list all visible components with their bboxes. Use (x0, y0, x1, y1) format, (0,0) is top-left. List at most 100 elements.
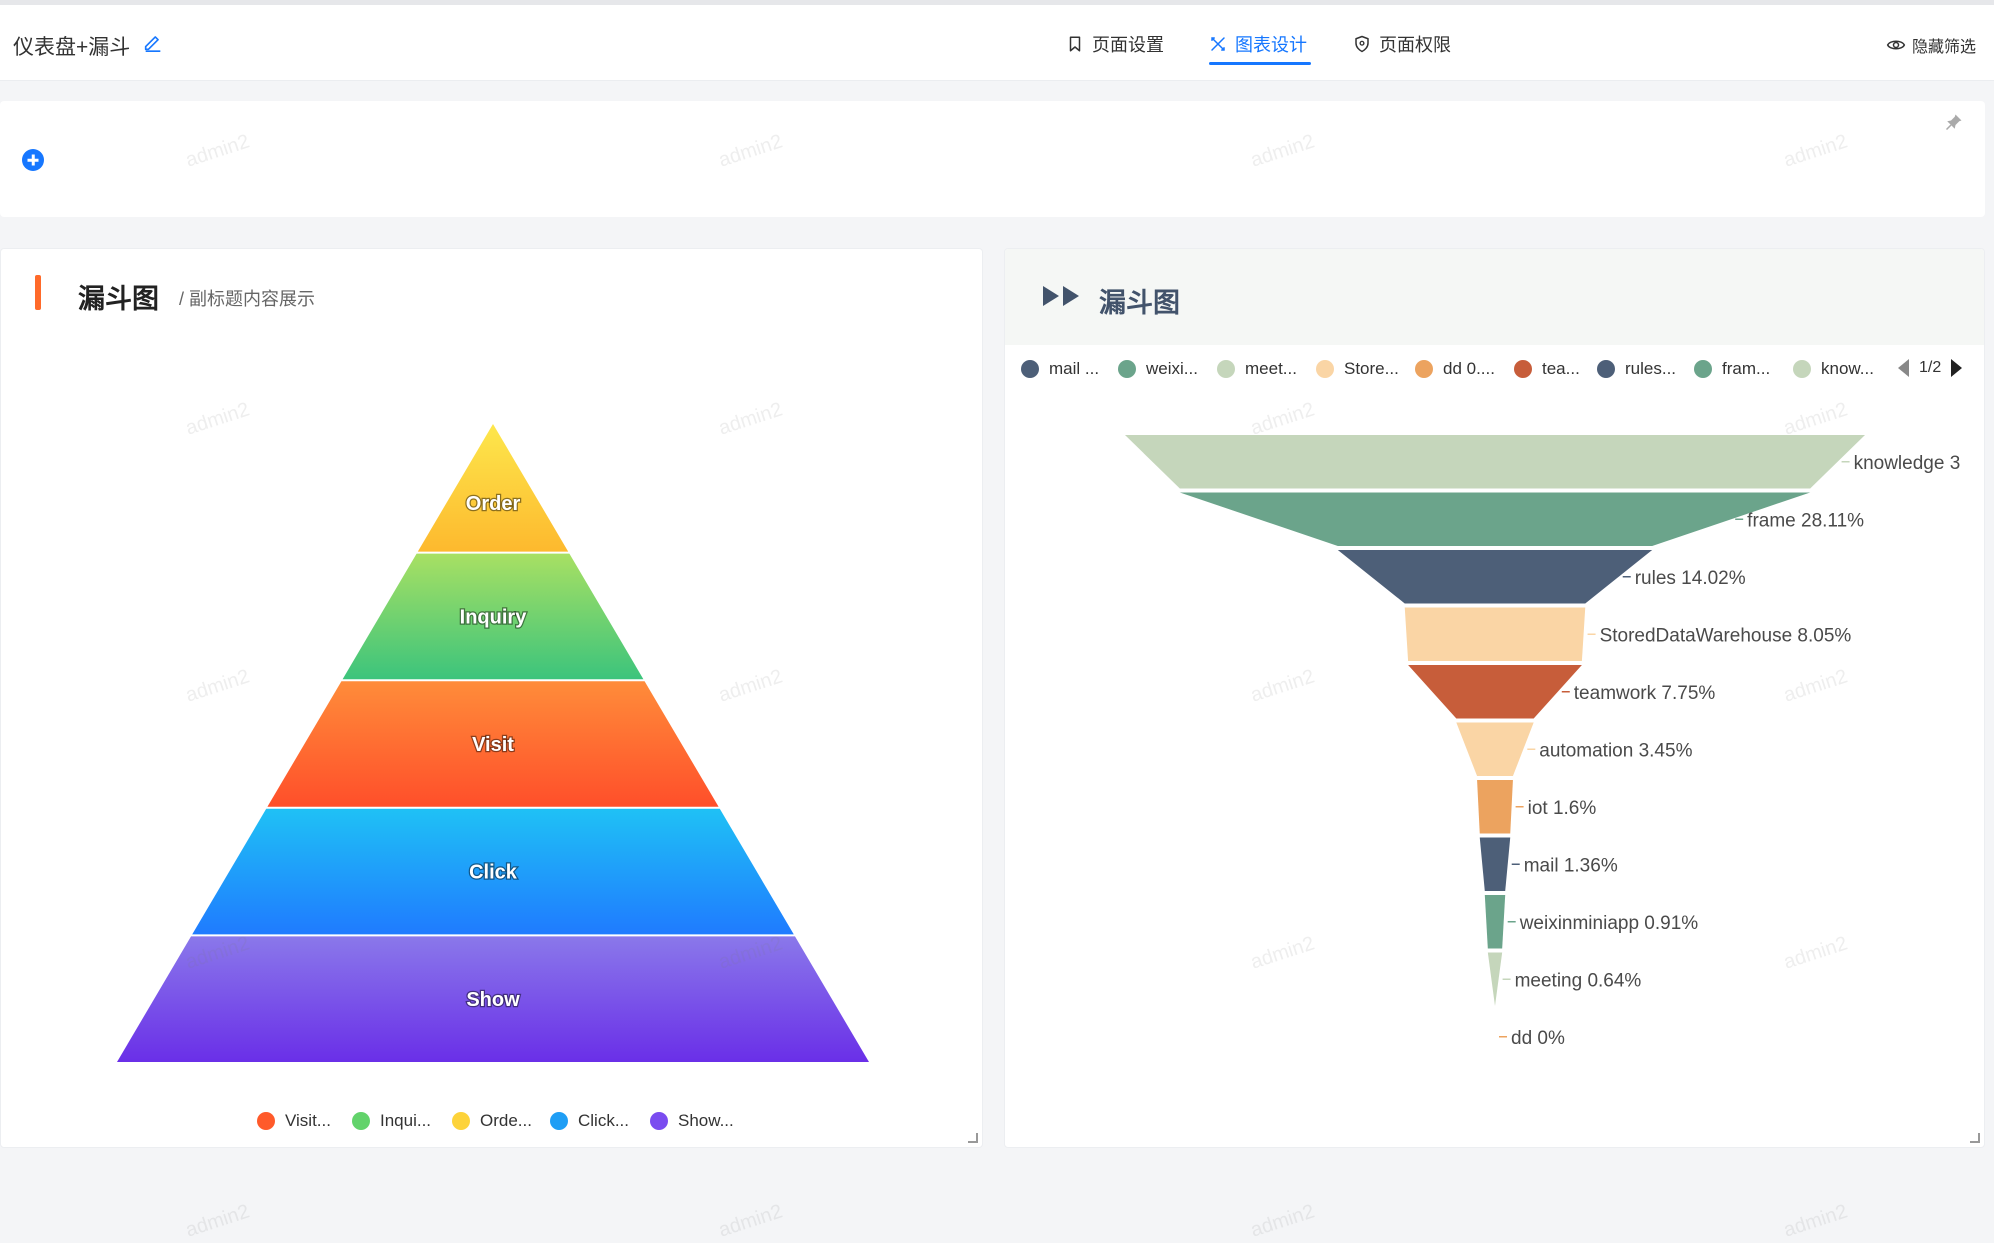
card-header: 漏斗图 (1005, 249, 1984, 345)
legend-label: Store... (1344, 359, 1399, 378)
edit-icon[interactable] (142, 31, 164, 53)
pyramid-segment-click[interactable] (192, 808, 794, 935)
legend-item[interactable]: Store... (1316, 359, 1399, 379)
pyramid-segment-visit[interactable] (267, 681, 719, 807)
pyramid-segment-inquiry[interactable] (342, 553, 644, 680)
tab-page-permissions[interactable]: 页面权限 (1353, 31, 1451, 57)
legend-dot (1694, 360, 1712, 378)
legend-item[interactable]: mail ... (1021, 359, 1099, 379)
legend-dot (1415, 360, 1433, 378)
legend-prev-button[interactable] (1898, 359, 1909, 377)
legend-dot (1793, 360, 1811, 378)
tab-label: 图表设计 (1235, 35, 1307, 55)
eye-icon (1886, 40, 1906, 50)
legend-dot (1514, 360, 1532, 378)
legend-label: tea... (1542, 359, 1580, 378)
legend-item[interactable]: Click... (550, 1111, 629, 1131)
funnel-label: rules 14.02% (1635, 568, 1746, 589)
title-accent-bar (35, 275, 41, 310)
legend-pager: 1/2 (1898, 359, 1963, 377)
design-tools-icon (1211, 37, 1225, 51)
resize-handle[interactable] (1970, 1133, 1980, 1143)
legend-page-indicator: 1/2 (1919, 359, 1942, 376)
legend-dot (1597, 360, 1615, 378)
funnel-label: StoredDataWarehouse 8.05% (1600, 625, 1852, 646)
hide-filter-label: 隐藏筛选 (1911, 39, 1976, 56)
legend-label: mail ... (1049, 359, 1100, 378)
funnel-label: meeting 0.64% (1515, 970, 1642, 991)
active-tab-indicator (1209, 62, 1311, 65)
legend-item[interactable]: tea... (1514, 359, 1580, 379)
tab-page-settings[interactable]: 页面设置 (1066, 31, 1164, 57)
legend-label: fram... (1722, 359, 1771, 378)
funnel-label: teamwork 7.75% (1574, 683, 1716, 704)
funnel-label: frame 28.11% (1747, 510, 1864, 531)
pyramid-segment-show[interactable] (117, 936, 869, 1062)
funnel-label: mail 1.36% (1524, 855, 1618, 876)
tab-label: 页面设置 (1092, 35, 1164, 55)
legend-item[interactable]: rules... (1597, 359, 1676, 379)
legend-label: know... (1821, 359, 1874, 378)
tab-label: 页面权限 (1379, 35, 1451, 55)
funnel-segment-iot[interactable] (1477, 780, 1513, 834)
funnel-segment-frame[interactable] (1179, 492, 1811, 547)
pyramid-label: Visit (472, 734, 514, 756)
legend-dot (650, 1112, 668, 1130)
card-subtitle: / 副标题内容展示 (179, 289, 316, 309)
watermark-text: admin2 (1248, 1200, 1318, 1242)
page-title: 仪表盘+漏斗 (13, 36, 131, 59)
pin-icon[interactable] (1945, 113, 1963, 131)
pyramid-label: Inquiry (460, 606, 528, 628)
add-filter-button[interactable] (22, 149, 44, 171)
funnel-label: dd 0% (1511, 1028, 1565, 1049)
legend-label: meet... (1245, 359, 1297, 378)
pyramid-segment-order[interactable] (417, 424, 569, 552)
funnel-segment-rules[interactable] (1337, 550, 1653, 604)
funnel-segment-meeting[interactable] (1487, 952, 1503, 1007)
card-title: 漏斗图 (78, 284, 159, 314)
legend-item[interactable]: Inqui... (352, 1111, 431, 1131)
pyramid-label: Show (466, 989, 520, 1011)
legend-item[interactable]: Show... (650, 1111, 734, 1131)
page-header: 仪表盘+漏斗 页面设置 图表设计 页面权限 隐藏筛选 (0, 5, 1994, 81)
watermark-text: admin2 (716, 1200, 786, 1242)
funnel-segment-teamwork[interactable] (1408, 665, 1582, 719)
legend-label: Visit... (285, 1111, 331, 1130)
funnel-label: automation 3.45% (1539, 740, 1692, 761)
legend-label: rules... (1625, 359, 1677, 378)
legend-item[interactable]: weixi... (1118, 359, 1198, 379)
legend-item[interactable]: meet... (1217, 359, 1297, 379)
legend-label: weixi... (1146, 359, 1198, 378)
filter-panel (0, 101, 1985, 217)
funnel-label: knowledge 3 (1854, 453, 1961, 474)
watermark-text: admin2 (183, 1200, 253, 1242)
legend-dot (1217, 360, 1235, 378)
funnel-segment-automation[interactable] (1456, 722, 1534, 777)
pyramid-funnel-card: 漏斗图 / 副标题内容展示 Order Inquiry Visit Click Show… (0, 248, 983, 1148)
tab-chart-design[interactable]: 图表设计 (1209, 31, 1307, 57)
legend-dot (257, 1112, 275, 1130)
funnel-segment-knowledge[interactable] (1125, 435, 1865, 489)
card-title: 漏斗图 (1099, 288, 1180, 318)
funnel-label: weixinminiapp 0.91% (1519, 913, 1699, 934)
descending-funnel-chart: knowledge 3 frame 28.11% rules 14.02% Store… (1125, 435, 1961, 1049)
legend-dot (1021, 360, 1039, 378)
hide-filter-toggle[interactable]: 隐藏筛选 (1886, 33, 1976, 57)
funnel-segment-weixinminiapp[interactable] (1484, 895, 1506, 949)
legend-item[interactable]: Visit... (257, 1111, 331, 1131)
funnel-segment-mail[interactable] (1479, 837, 1511, 892)
legend-item[interactable]: Orde... (452, 1111, 532, 1131)
fast-forward-icon (1043, 286, 1079, 306)
legend-item[interactable]: fram... (1694, 359, 1770, 379)
legend-dot (1316, 360, 1334, 378)
funnel-segment-storeddatawarehouse[interactable] (1404, 607, 1586, 662)
resize-handle[interactable] (968, 1133, 978, 1143)
top-divider (0, 0, 1994, 5)
legend-item[interactable]: know... (1793, 359, 1874, 379)
legend-dot (452, 1112, 470, 1130)
funnel-label: iot 1.6% (1528, 798, 1597, 819)
legend-next-button[interactable] (1951, 359, 1963, 377)
legend-item[interactable]: dd 0.... (1415, 359, 1495, 379)
pyramid-label: Click (469, 862, 518, 884)
legend-label: dd 0.... (1443, 359, 1495, 378)
